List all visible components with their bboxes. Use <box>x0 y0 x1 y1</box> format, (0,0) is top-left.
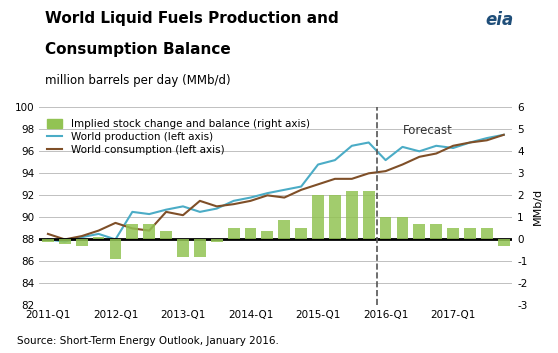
Bar <box>346 191 358 239</box>
Bar <box>379 217 392 239</box>
Bar <box>42 239 54 241</box>
Bar <box>194 239 206 257</box>
Bar <box>127 224 138 239</box>
Text: Consumption Balance: Consumption Balance <box>45 42 230 57</box>
Legend: Implied stock change and balance (right axis), World production (left axis), Wor: Implied stock change and balance (right … <box>45 116 312 157</box>
Bar <box>278 220 290 239</box>
Text: million barrels per day (MMb/d): million barrels per day (MMb/d) <box>45 74 230 87</box>
Bar <box>430 224 442 239</box>
Bar <box>76 239 88 246</box>
Bar <box>413 224 425 239</box>
Text: Forecast: Forecast <box>403 124 453 137</box>
Bar <box>295 228 307 239</box>
Bar <box>363 191 374 239</box>
Bar <box>397 217 408 239</box>
Bar <box>59 239 71 244</box>
Bar <box>481 228 493 239</box>
Bar <box>329 195 341 239</box>
Bar <box>447 228 459 239</box>
Bar <box>244 228 257 239</box>
Bar <box>312 195 324 239</box>
Bar <box>93 237 104 239</box>
Bar <box>160 231 172 239</box>
Y-axis label: MMb/d: MMb/d <box>533 188 543 225</box>
Text: eia: eia <box>485 11 513 29</box>
Bar <box>464 228 476 239</box>
Bar <box>498 239 509 246</box>
Bar <box>211 239 223 241</box>
Bar <box>143 224 155 239</box>
Text: Source: Short-Term Energy Outlook, January 2016.: Source: Short-Term Energy Outlook, Janua… <box>17 336 278 346</box>
Bar <box>109 239 122 259</box>
Bar <box>177 239 189 257</box>
Bar <box>228 228 239 239</box>
Text: World Liquid Fuels Production and: World Liquid Fuels Production and <box>45 11 338 25</box>
Bar <box>262 231 273 239</box>
